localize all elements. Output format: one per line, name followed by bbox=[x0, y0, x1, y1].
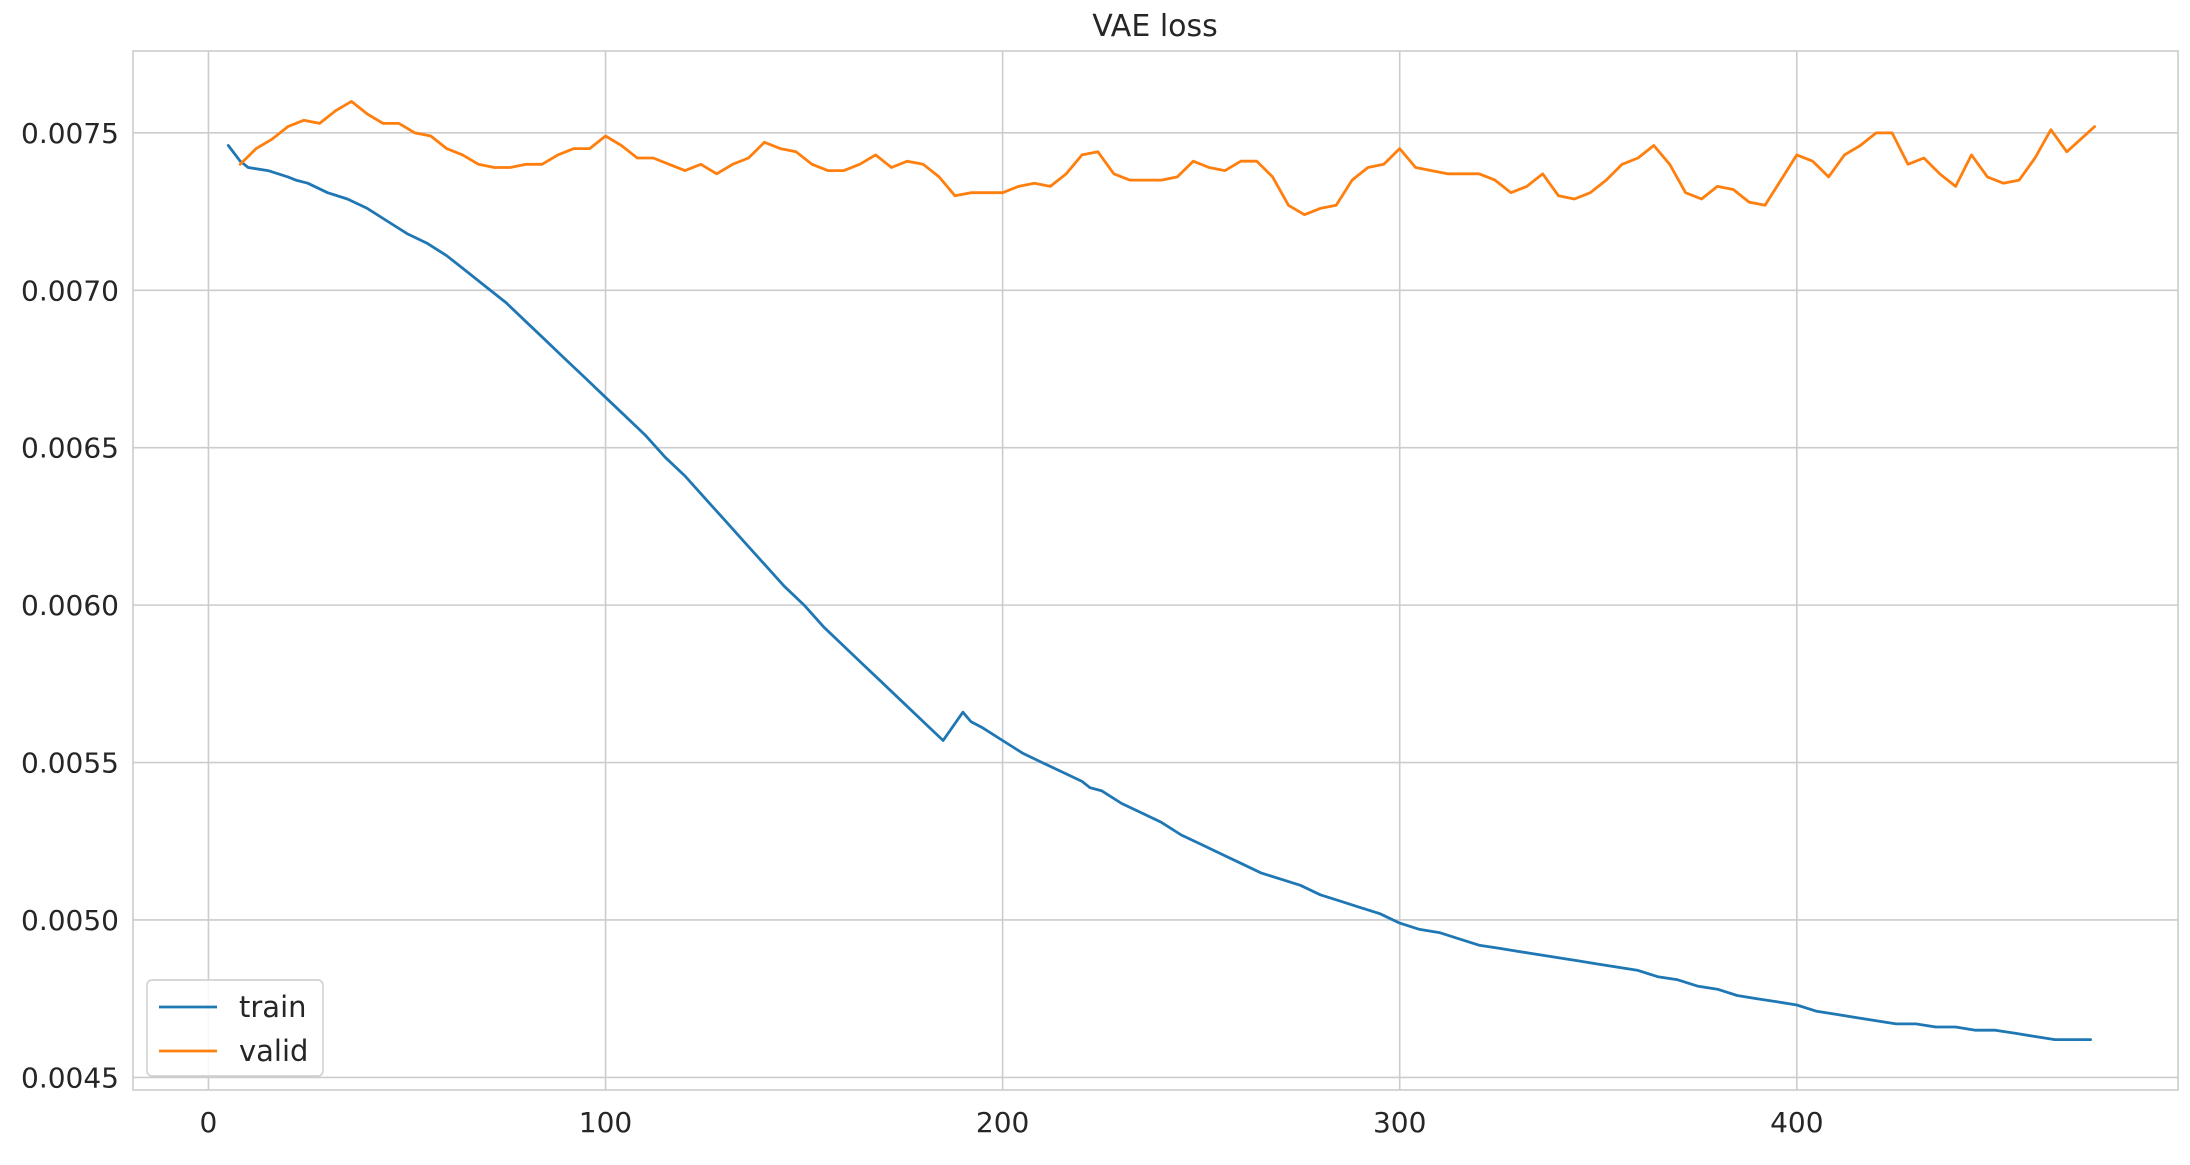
plot-background bbox=[133, 51, 2178, 1090]
series-layer bbox=[226, 100, 2097, 1041]
chart-title: VAE loss bbox=[1092, 9, 1218, 44]
y-tick-label: 0.0065 bbox=[21, 432, 119, 465]
plot-frame bbox=[132, 50, 2179, 1091]
x-tick-label: 300 bbox=[1373, 1106, 1426, 1139]
y-tick-label: 0.0060 bbox=[21, 589, 119, 622]
y-tick-label: 0.0070 bbox=[21, 274, 119, 307]
tick-labels: 0 100 200 300 400 0.0045 0.0050 0.0055 0.0060 0.0… bbox=[21, 117, 1824, 1139]
y-tick-label: 0.0050 bbox=[21, 904, 119, 937]
y-tick-label: 0.0045 bbox=[21, 1061, 119, 1094]
x-tick-label: 400 bbox=[1770, 1106, 1823, 1139]
y-tick-label: 0.0055 bbox=[21, 747, 119, 780]
y-tick-label: 0.0075 bbox=[21, 117, 119, 150]
x-tick-label: 0 bbox=[200, 1106, 218, 1139]
series-line-valid bbox=[238, 100, 2097, 217]
grid bbox=[133, 51, 2178, 1090]
legend-label-train: train bbox=[239, 990, 307, 1024]
legend-label-valid: valid bbox=[239, 1034, 308, 1068]
x-tick-label: 100 bbox=[579, 1106, 632, 1139]
legend: train valid bbox=[146, 979, 324, 1077]
series-line-train bbox=[226, 144, 2093, 1041]
x-tick-label: 200 bbox=[976, 1106, 1029, 1139]
